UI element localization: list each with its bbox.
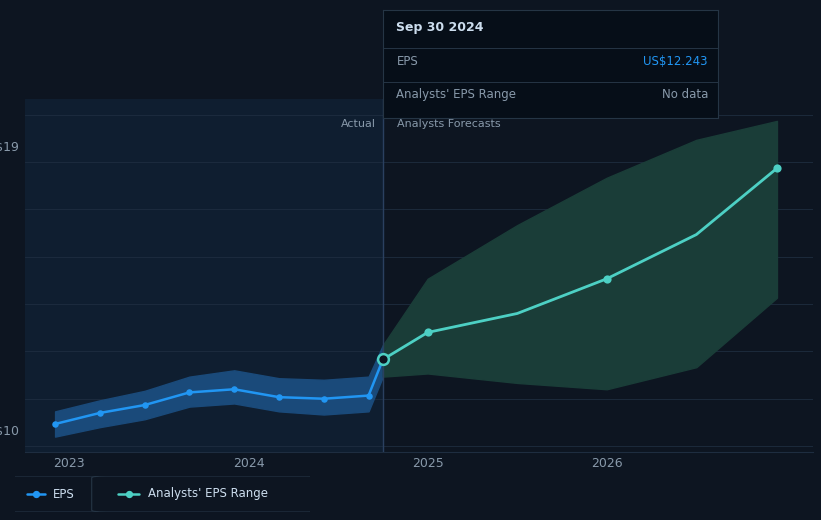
Point xyxy=(362,392,375,400)
Point xyxy=(138,401,151,409)
Text: EPS: EPS xyxy=(397,55,418,68)
Text: Sep 30 2024: Sep 30 2024 xyxy=(397,21,484,34)
Point xyxy=(122,490,135,498)
Point xyxy=(770,164,783,173)
Point xyxy=(94,409,107,417)
Text: US$12.243: US$12.243 xyxy=(644,55,708,68)
Text: Analysts' EPS Range: Analysts' EPS Range xyxy=(397,88,516,101)
Text: Actual: Actual xyxy=(341,119,376,129)
Point xyxy=(48,420,62,428)
Text: EPS: EPS xyxy=(53,488,75,500)
Point xyxy=(183,388,196,397)
Point xyxy=(273,393,286,401)
FancyBboxPatch shape xyxy=(0,476,112,512)
Point xyxy=(421,328,434,336)
Point xyxy=(317,395,330,403)
Text: No data: No data xyxy=(662,88,708,101)
Point xyxy=(376,355,389,363)
Point xyxy=(29,490,42,498)
Point xyxy=(227,385,241,394)
Point xyxy=(600,275,613,283)
Text: Analysts Forecasts: Analysts Forecasts xyxy=(397,119,501,129)
FancyBboxPatch shape xyxy=(92,476,322,512)
Text: Analysts' EPS Range: Analysts' EPS Range xyxy=(148,488,268,500)
Bar xyxy=(25,99,383,452)
